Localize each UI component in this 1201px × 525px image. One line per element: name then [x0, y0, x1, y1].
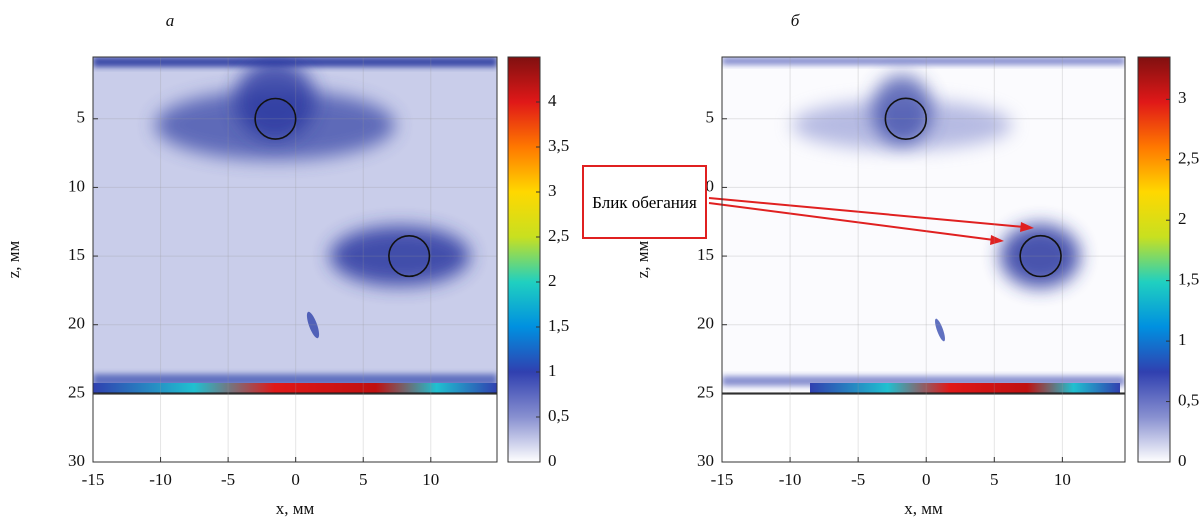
defect-circle: [884, 97, 928, 141]
y-tick-label: 5: [706, 108, 715, 127]
x-tick-label: -5: [851, 470, 865, 489]
x-tick-label: 5: [990, 470, 999, 489]
colorbar-tick-label: 4: [548, 91, 557, 110]
x-axis-label: x, мм: [904, 499, 943, 518]
y-tick-label: 20: [68, 314, 85, 333]
y-tick-label: 20: [697, 314, 714, 333]
x-axis-label: x, мм: [276, 499, 315, 518]
plot-frame: [721, 56, 1126, 463]
y-axis-label: z, мм: [4, 240, 23, 278]
colorbar-tick-label: 3,5: [548, 136, 569, 155]
y-tick-label: 25: [697, 382, 714, 401]
annotation-arrows: [708, 197, 1034, 245]
colorbar-tick-label: 0: [548, 451, 557, 470]
y-tick-label: 30: [697, 451, 714, 470]
colorbar-tick-label: 1: [548, 361, 557, 380]
colorbar-tick-label: 2,5: [548, 226, 569, 245]
x-tick-label: 0: [291, 470, 300, 489]
x-tick-label: 5: [359, 470, 368, 489]
x-tick-label: -10: [149, 470, 172, 489]
colorbar-tick-label: 1: [1178, 330, 1187, 349]
colorbar-tick-label: 2: [1178, 209, 1187, 228]
panel-label: б: [791, 11, 800, 30]
colorbar-tick-label: 0,5: [1178, 390, 1199, 409]
colorbar-tick-label: 3: [1178, 88, 1187, 107]
colorbar-tick-label: 3: [548, 181, 557, 200]
x-tick-label: -10: [779, 470, 802, 489]
annotation: Блик обегания: [582, 165, 707, 239]
colorbar-tick-label: 2: [548, 271, 557, 290]
defect-circle: [1019, 234, 1062, 278]
x-tick-label: 10: [1054, 470, 1071, 489]
x-tick-label: -15: [711, 470, 734, 489]
y-tick-label: 25: [68, 382, 85, 401]
y-tick-label: 15: [697, 245, 714, 264]
colorbar: [1137, 56, 1171, 463]
y-tick-label: 10: [68, 176, 85, 195]
defect-circle: [388, 235, 431, 278]
y-tick-label: 30: [68, 451, 85, 470]
colorbar-tick-label: 2,5: [1178, 149, 1199, 168]
y-tick-label: 5: [77, 108, 86, 127]
colorbar-tick-label: 1,5: [548, 316, 569, 335]
heatmap-b: [722, 57, 1125, 462]
colorbar: [507, 56, 541, 463]
colorbar-tick-label: 0,5: [548, 406, 569, 425]
plot-frame: [92, 56, 498, 463]
colorbar-tick-label: 1,5: [1178, 270, 1199, 289]
x-tick-label: 0: [922, 470, 931, 489]
y-axis-label: z, мм: [633, 240, 652, 278]
defect-circle: [254, 97, 297, 140]
x-tick-label: -5: [221, 470, 235, 489]
colorbar-tick-label: 0: [1178, 451, 1187, 470]
x-tick-label: 10: [422, 470, 439, 489]
x-tick-label: -15: [82, 470, 105, 489]
y-tick-label: 15: [68, 245, 85, 264]
panel-label: а: [166, 11, 175, 30]
